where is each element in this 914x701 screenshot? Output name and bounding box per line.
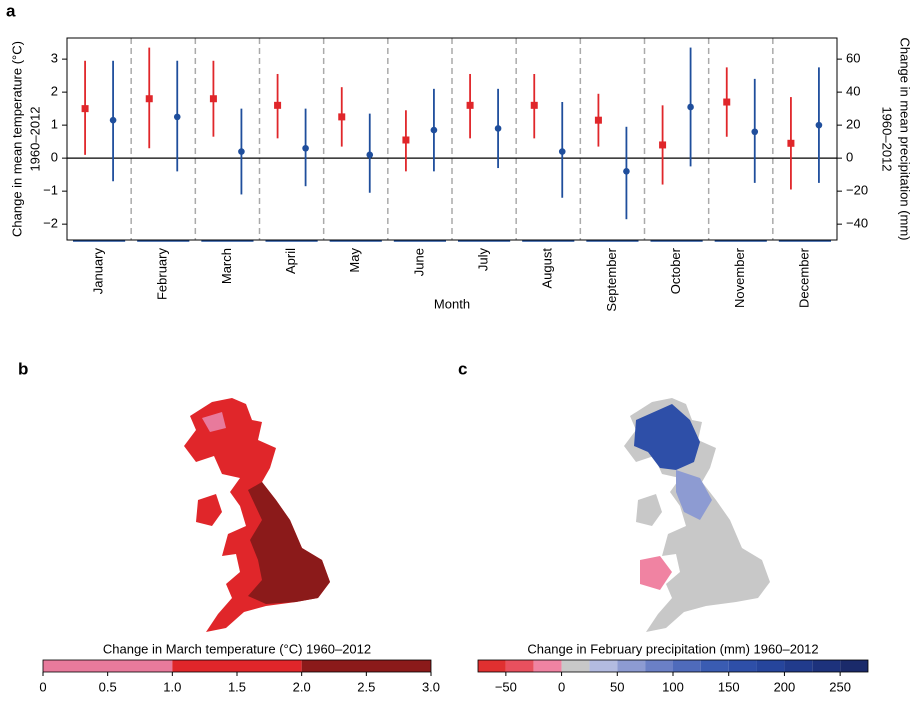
y-tick-label: 3 [51, 51, 58, 66]
y2-tick-label: 20 [846, 117, 860, 132]
color-bin [561, 660, 590, 672]
x-tick-label: 0.5 [99, 679, 117, 694]
x-tick-label: 50 [610, 679, 624, 694]
point [402, 136, 410, 144]
point [815, 121, 823, 129]
x-tick-label: October [668, 247, 683, 294]
x-tick-label: December [796, 247, 811, 308]
x-tick-label: 150 [718, 679, 740, 694]
y-tick-label: 2 [51, 84, 58, 99]
panel-label: b [18, 359, 28, 378]
x-tick-label: 250 [829, 679, 851, 694]
color-bin [812, 660, 841, 672]
y-axis-label: Change in mean temperature (°C) [9, 41, 24, 237]
y-tick-label: −2 [43, 216, 58, 231]
x-tick-label: March [219, 248, 234, 284]
x-tick-label: June [411, 248, 426, 276]
x-tick-label: 0 [39, 679, 46, 694]
x-tick-label: April [283, 248, 298, 274]
panel-label: c [458, 359, 467, 378]
point [623, 168, 630, 175]
y-tick-label: 1 [51, 117, 58, 132]
point [687, 103, 694, 111]
color-bin [784, 660, 813, 672]
point [366, 151, 374, 159]
y2-axis-label: 1960–2012 [880, 106, 895, 171]
x-tick-label: 2.5 [357, 679, 375, 694]
x-tick-label: November [732, 247, 747, 308]
x-tick-label: January [91, 248, 106, 295]
point [109, 116, 117, 124]
x-tick-label: −50 [495, 679, 517, 694]
point [530, 101, 538, 109]
y2-tick-label: −20 [846, 183, 868, 198]
point [558, 148, 566, 155]
x-tick-label: 200 [774, 679, 796, 694]
y2-tick-label: 0 [846, 150, 853, 165]
point [723, 98, 731, 106]
colorbar-title: Change in March temperature (°C) 1960–20… [103, 641, 371, 656]
panel-label: a [6, 1, 16, 20]
color-bin [840, 660, 868, 672]
point [787, 139, 795, 147]
color-bin [673, 660, 701, 672]
y2-tick-label: 40 [846, 84, 860, 99]
point [494, 125, 502, 132]
x-tick-label: July [476, 248, 491, 272]
map-precipitation [624, 398, 770, 632]
point [145, 95, 153, 103]
x-tick-label: 0 [558, 679, 565, 694]
point [430, 126, 438, 134]
y2-tick-label: −40 [846, 216, 868, 231]
color-bin [43, 660, 173, 672]
color-bin [478, 660, 506, 672]
color-bin [728, 660, 757, 672]
point [209, 95, 217, 103]
point [173, 113, 181, 121]
color-bin [617, 660, 646, 672]
x-axis-label: Month [434, 296, 470, 311]
y-tick-label: −1 [43, 183, 58, 198]
x-tick-label: May [347, 248, 362, 273]
map-temperature [184, 398, 330, 632]
color-bin [756, 660, 785, 672]
y2-axis-label: Change in mean precipitation (mm) [898, 37, 913, 240]
color-bin [505, 660, 534, 672]
point [238, 148, 245, 155]
y-tick-label: 0 [51, 150, 58, 165]
x-tick-label: August [540, 248, 555, 289]
point [594, 116, 602, 124]
x-tick-label: 1.0 [163, 679, 181, 694]
point [302, 144, 309, 152]
x-tick-label: 1.5 [228, 679, 246, 694]
point [751, 128, 759, 136]
point [338, 113, 346, 121]
colorbar-title: Change in February precipitation (mm) 19… [527, 641, 818, 656]
color-bin [172, 660, 302, 672]
x-tick-label: 100 [662, 679, 684, 694]
point [466, 101, 474, 109]
color-bin [301, 660, 431, 672]
x-tick-label: 2.0 [293, 679, 311, 694]
y2-tick-label: 60 [846, 51, 860, 66]
point [659, 141, 667, 149]
x-tick-label: February [155, 248, 170, 301]
color-bin [645, 660, 673, 672]
point [274, 101, 282, 109]
plot-frame [66, 37, 838, 241]
color-bin [589, 660, 618, 672]
x-tick-label: September [604, 247, 619, 311]
y-axis-label: 1960–2012 [27, 106, 42, 171]
point [81, 105, 89, 113]
color-bin [533, 660, 562, 672]
x-tick-label: 3.0 [422, 679, 440, 694]
color-bin [700, 660, 729, 672]
